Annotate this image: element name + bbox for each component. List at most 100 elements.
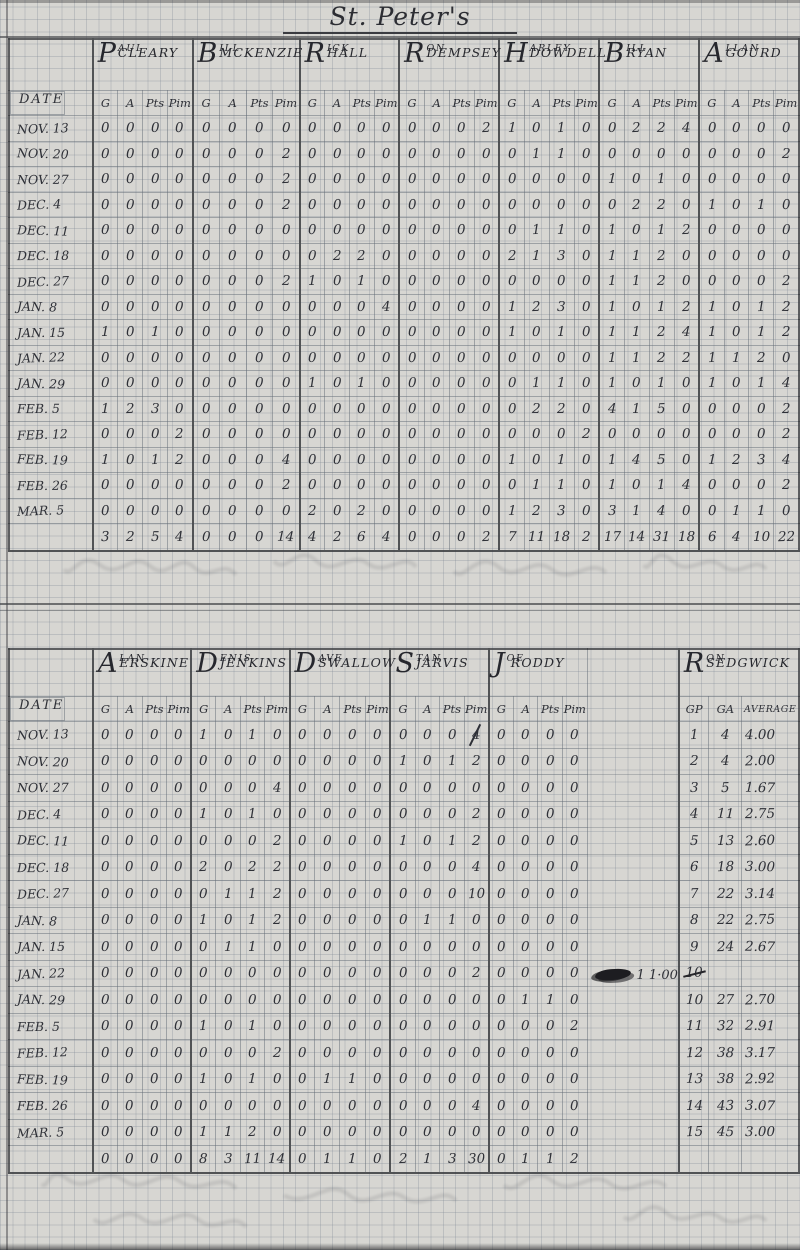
- date-cell: FEB. 26: [8, 1092, 94, 1120]
- goalie-gp-cell: 3: [677, 774, 710, 802]
- stat-cell: 2: [573, 421, 600, 448]
- stat-cell: 0: [623, 472, 650, 499]
- stat-value: 0: [407, 222, 417, 239]
- stat-value: 0: [228, 502, 238, 519]
- stat-value: 0: [582, 120, 592, 137]
- stat-value: 0: [457, 247, 467, 264]
- stat-cell: 2: [623, 115, 650, 142]
- stat-cell: 0: [117, 472, 144, 499]
- goalie-stat-header: GP: [677, 696, 710, 722]
- stat-cell: 0: [448, 472, 475, 499]
- stat-value: 0: [496, 832, 506, 849]
- stat-value: 0: [100, 726, 111, 743]
- stat-value: 0: [201, 324, 211, 341]
- stat-value: 0: [199, 965, 209, 982]
- stat-value: 0: [398, 726, 408, 743]
- stat-value: 0: [732, 222, 741, 239]
- player-first-name: Denis: [196, 648, 252, 679]
- stat-value: 0: [731, 477, 742, 494]
- stat-cell: 5: [648, 395, 675, 422]
- stat-cell: 0: [191, 242, 220, 269]
- stat-value: 0: [582, 324, 592, 341]
- player-name: Allan Gourd: [700, 38, 798, 69]
- stat-value: 0: [174, 991, 184, 1008]
- stat-value: 0: [201, 298, 211, 315]
- stat-value: 1: [657, 375, 667, 392]
- stat-value: 0: [150, 222, 160, 239]
- stat-value: 0: [297, 832, 307, 849]
- stat-cell: 0: [191, 115, 220, 142]
- stat-cell: 1: [623, 242, 650, 269]
- stat-cell: 0: [373, 472, 400, 499]
- stat-cell: 4: [648, 497, 675, 524]
- stat-value: 1: [657, 298, 667, 315]
- stat-cell: 0: [314, 1092, 341, 1120]
- stat-cell: 2: [463, 747, 490, 775]
- stat-cell: 0: [314, 933, 341, 961]
- stat-value: 0: [248, 1044, 258, 1061]
- stat-value: 0: [174, 938, 184, 955]
- stat-cell: 0: [414, 747, 441, 775]
- stat-cell: 0: [598, 421, 625, 448]
- stat-value: 0: [322, 832, 332, 849]
- date-cell: FEB. 19: [8, 446, 94, 473]
- goalie-ga-value: 4: [720, 753, 730, 770]
- stat-cell: 0: [373, 370, 400, 397]
- stat-value: 0: [607, 120, 617, 137]
- stat-value: 0: [557, 196, 567, 213]
- stat-value: 0: [307, 400, 317, 417]
- stat-value: 0: [248, 965, 258, 982]
- stat-value: 0: [570, 1071, 580, 1088]
- stat-cell: 0: [723, 293, 750, 320]
- stat-cell: 0: [673, 421, 700, 448]
- stat-value: 1: [348, 1071, 357, 1088]
- stat-cell: 0: [673, 446, 700, 473]
- goalie-ga-value: 24: [716, 938, 735, 956]
- stat-value: 0: [199, 753, 209, 770]
- stat-value: 0: [174, 1124, 184, 1141]
- stat-cell: 0: [91, 933, 118, 961]
- stat-value: 0: [298, 806, 307, 823]
- stat-cell: 2: [523, 497, 550, 524]
- date-cell: JAN. 15: [8, 319, 94, 346]
- total-cell: 6: [698, 523, 725, 552]
- stat-cell: 0: [512, 800, 539, 828]
- stat-cell: 0: [215, 827, 241, 855]
- goalie-avg-value: 3.07: [745, 1097, 776, 1115]
- stat-header: Pim: [463, 696, 490, 722]
- goalie-gp-cell: 6: [677, 853, 710, 881]
- blank-gap-cell: [586, 748, 680, 775]
- stat-header-label: A: [228, 96, 237, 110]
- stat-cell: 0: [117, 497, 144, 524]
- stat-cell: 0: [598, 115, 625, 142]
- stat-value: 0: [532, 171, 542, 188]
- stat-value: 0: [150, 1044, 159, 1061]
- stat-value: 0: [398, 779, 408, 796]
- game-row: JAN. 29 0 0 0 0 0 0 0 0 0 0 0 0 0 0 0 0 0 1 1 0 10 27 2.70: [8, 986, 800, 1014]
- stat-value: 0: [100, 1044, 111, 1061]
- player-first-name: Bill: [197, 38, 241, 69]
- stat-value: 0: [373, 938, 383, 955]
- stat-cell: 0: [389, 933, 416, 961]
- stat-cell: 0: [373, 191, 400, 218]
- stat-cell: 0: [414, 774, 441, 802]
- stat-cell: 0: [439, 959, 465, 987]
- stat-cell: 2: [348, 497, 375, 524]
- stat-value: 0: [447, 885, 457, 902]
- stat-value: 0: [298, 965, 307, 982]
- margin-note: 1 1·00: [636, 967, 678, 983]
- stat-cell: 0: [498, 166, 525, 193]
- stat-value: 0: [681, 451, 691, 468]
- stat-cell: 2: [773, 395, 800, 422]
- player-name-cell: Denis Jenkins: [190, 648, 291, 697]
- game-row: JAN. 22 0 0 0 0 0 0 0 0 0 0 0 0 0 0 0 2 0 0 0 0 1 1·00 10: [8, 959, 800, 987]
- stat-value: 0: [731, 426, 741, 443]
- stat-cell: 0: [91, 421, 119, 448]
- stat-cell: 0: [141, 721, 168, 749]
- stat-cell: 0: [91, 1012, 118, 1040]
- stat-value: 0: [272, 753, 282, 770]
- game-date: DEC. 27: [16, 272, 70, 290]
- stat-cell: 0: [167, 472, 193, 499]
- stat-value: 0: [201, 120, 211, 137]
- player-name-cell: Paul Cleary: [91, 38, 193, 91]
